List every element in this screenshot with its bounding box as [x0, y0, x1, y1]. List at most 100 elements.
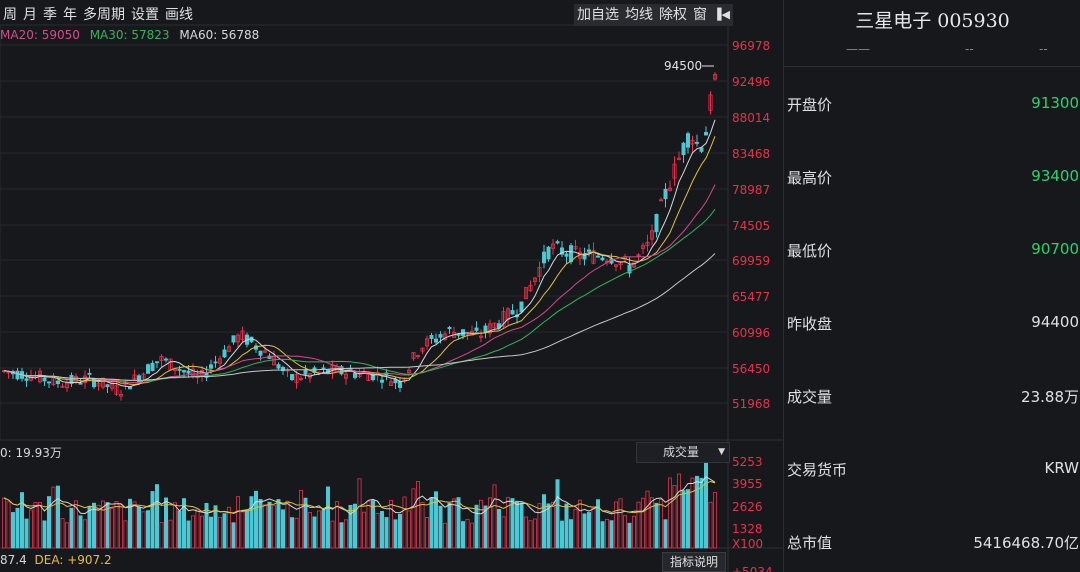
- volume-bar: [10, 512, 15, 549]
- volume-bar: [375, 513, 380, 549]
- volume-bar: [564, 503, 569, 549]
- stock-title: 三星电子 005930: [855, 10, 1010, 32]
- volume-tick-label: 1328: [732, 522, 763, 536]
- candle-body: [524, 287, 529, 299]
- candle-body: [519, 301, 524, 313]
- volume-bar: [474, 504, 479, 549]
- info-row: 成交量 23.88万: [784, 386, 1080, 410]
- candle-body: [551, 243, 556, 249]
- candle-body: [690, 139, 695, 145]
- volume-bar: [555, 479, 560, 549]
- period-month-button[interactable]: 月: [23, 7, 37, 23]
- candle-body: [159, 356, 164, 361]
- candle-body: [177, 369, 182, 371]
- volume-bar: [172, 502, 177, 549]
- candle-body: [298, 378, 303, 381]
- info-row: 最高价 93400: [784, 167, 1080, 191]
- volume-tick-label: 3955: [732, 477, 763, 491]
- macd-tick-label: +5034: [732, 565, 773, 572]
- info-row-value: 5416468.70亿: [973, 534, 1079, 552]
- candle-body: [460, 329, 465, 336]
- volume-bar: [181, 498, 186, 549]
- volume-bar: [244, 510, 249, 549]
- candle-body: [681, 142, 686, 156]
- draw-line-button[interactable]: 画线: [165, 7, 193, 23]
- candle-body: [217, 358, 222, 364]
- volume-bar: [393, 519, 398, 549]
- candle-body: [397, 381, 402, 388]
- volume-bar: [397, 513, 402, 549]
- candle-body: [478, 335, 483, 338]
- volume-bar: [119, 504, 124, 549]
- candle-body: [235, 334, 240, 343]
- candle-body: [208, 364, 213, 369]
- candle-body: [654, 214, 659, 233]
- candle-body: [294, 374, 299, 383]
- volume-bar: [510, 498, 515, 549]
- volume-bar: [352, 503, 357, 549]
- candle-body: [141, 373, 146, 379]
- window-button[interactable]: 窗: [693, 7, 707, 23]
- price-tick-label: 56450: [732, 362, 770, 376]
- volume-bar: [600, 521, 605, 549]
- candle-body: [406, 369, 411, 374]
- candle-body: [591, 250, 596, 264]
- volume-bar: [321, 509, 326, 549]
- volume-bar: [208, 516, 213, 549]
- chart-area[interactable]: 96978 92496 88014 83468 78987 74505 69959 65477…: [0, 0, 783, 572]
- candle-body: [569, 245, 574, 263]
- period-year-button[interactable]: 年: [63, 7, 77, 23]
- volume-bar: [668, 477, 673, 549]
- candle-body: [659, 199, 664, 202]
- candle-body: [145, 364, 150, 374]
- volume-bar: [226, 506, 231, 549]
- candle-body: [370, 372, 375, 381]
- candle-body: [289, 374, 294, 381]
- candle-body: [677, 157, 682, 160]
- volume-bar: [402, 496, 407, 549]
- candle-body: [713, 73, 718, 80]
- candle-body: [411, 352, 416, 359]
- candle-body: [42, 377, 47, 382]
- volume-bar: [609, 520, 614, 549]
- chevron-down-icon: ▼: [718, 447, 725, 457]
- volume-bar: [56, 485, 61, 549]
- candle-body: [132, 374, 137, 380]
- candle-body: [429, 334, 434, 339]
- collapse-right-icon[interactable]: ▐◀: [713, 8, 730, 21]
- info-row: 开盘价 91300: [784, 94, 1080, 118]
- volume-bar: [528, 520, 533, 549]
- volume-tick-label: X100: [732, 537, 763, 551]
- candle-body: [231, 335, 236, 343]
- add-watchlist-button[interactable]: 加自选: [577, 7, 619, 23]
- candle-body: [641, 245, 646, 249]
- volume-bar: [19, 492, 24, 549]
- indicator-select[interactable]: 成交量 ▼: [636, 442, 730, 463]
- candle-body: [433, 338, 438, 343]
- volume-bar: [681, 490, 686, 549]
- settings-button[interactable]: 设置: [131, 7, 159, 23]
- volume-bar: [96, 504, 101, 549]
- kline-chart[interactable]: 96978 92496 88014 83468 78987 74505 69959 65477…: [0, 0, 783, 572]
- volume-bar: [195, 508, 200, 549]
- candle-body: [686, 133, 691, 148]
- volume-bar: [6, 501, 11, 549]
- candle-body: [119, 394, 124, 397]
- candle-body: [533, 277, 538, 282]
- volume-bar: [366, 500, 371, 549]
- ma20-line: [3, 184, 716, 384]
- volume-bar: [524, 516, 529, 549]
- period-week-button[interactable]: 周: [3, 7, 17, 23]
- period-quarter-button[interactable]: 季: [43, 7, 57, 23]
- volume-bar: [582, 513, 587, 549]
- candle-body: [442, 333, 447, 340]
- volume-bar: [101, 500, 106, 549]
- moving-average-button[interactable]: 均线: [625, 7, 653, 23]
- multi-period-button[interactable]: 多周期: [83, 7, 125, 23]
- period-toolbar: 周 月 季 年 多周期 设置 画线: [0, 4, 196, 26]
- ex-rights-button[interactable]: 除权: [659, 7, 687, 23]
- indicator-help-button[interactable]: 指标说明: [662, 552, 726, 572]
- candle-body: [492, 322, 497, 328]
- candle-body: [190, 368, 195, 377]
- candle-body: [262, 350, 267, 353]
